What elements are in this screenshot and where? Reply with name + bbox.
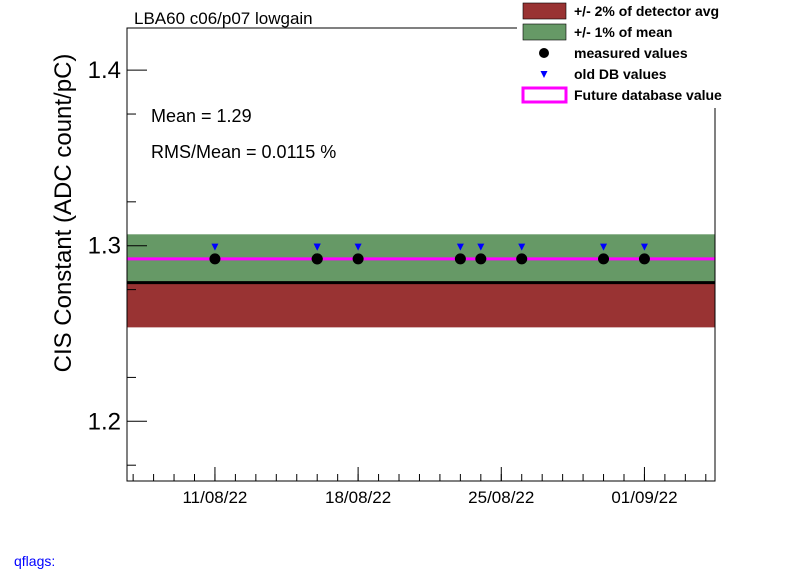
data-points xyxy=(209,243,650,265)
measured-point xyxy=(209,253,221,265)
old-db-point xyxy=(477,243,485,251)
measured-point xyxy=(454,253,466,265)
old-db-point xyxy=(211,243,219,251)
x-tick-label: 18/08/22 xyxy=(325,488,391,507)
legend-label: Future database value xyxy=(574,87,722,103)
legend-swatch-triangle xyxy=(540,71,548,78)
y-tick-label: 1.2 xyxy=(88,408,121,435)
old-db-point xyxy=(640,243,648,251)
old-db-point xyxy=(600,243,608,251)
legend-swatch-box xyxy=(522,2,567,20)
legend-label: +/- 1% of mean xyxy=(574,24,672,40)
measured-point xyxy=(352,253,364,265)
legend: +/- 2% of detector avg +/- 1% of mean meas… xyxy=(517,0,748,108)
legend-swatch-box xyxy=(522,23,567,41)
y-axis-label: CIS Constant (ADC count/pC) xyxy=(50,54,77,373)
y-tick-label: 1.4 xyxy=(88,57,121,84)
legend-swatch-line xyxy=(521,86,568,104)
plot-frame xyxy=(126,27,716,482)
old-db-point xyxy=(456,243,464,251)
legend-label: old DB values xyxy=(574,66,667,82)
measured-point xyxy=(516,253,528,265)
measured-point xyxy=(475,253,487,265)
x-tick-label: 01/09/22 xyxy=(611,488,677,507)
band-0 xyxy=(127,282,715,328)
old-db-point xyxy=(313,243,321,251)
old-db-point xyxy=(354,243,362,251)
legend-swatch-circle xyxy=(539,48,549,58)
reference-lines xyxy=(127,257,715,285)
axes: 1.2 1.3 1.4 11/08/22 18/08/22 25/08/22 01/09/2… xyxy=(88,57,707,507)
y-tick-label: 1.3 xyxy=(88,233,121,260)
measured-point xyxy=(311,253,323,265)
measured-point xyxy=(598,253,610,265)
rms-text: RMS/Mean = 0.0115 % xyxy=(151,142,336,162)
old-db-point xyxy=(518,243,526,251)
x-tick-label: 25/08/22 xyxy=(468,488,534,507)
chart-title: LBA60 c06/p07 lowgain xyxy=(134,9,313,28)
qflags-label: qflags: xyxy=(14,553,56,569)
x-tick-label: 11/08/22 xyxy=(182,488,247,507)
measured-point xyxy=(638,253,650,265)
legend-label: +/- 2% of detector avg xyxy=(574,3,719,19)
mean-text: Mean = 1.29 xyxy=(151,106,252,126)
legend-label: measured values xyxy=(574,45,688,61)
